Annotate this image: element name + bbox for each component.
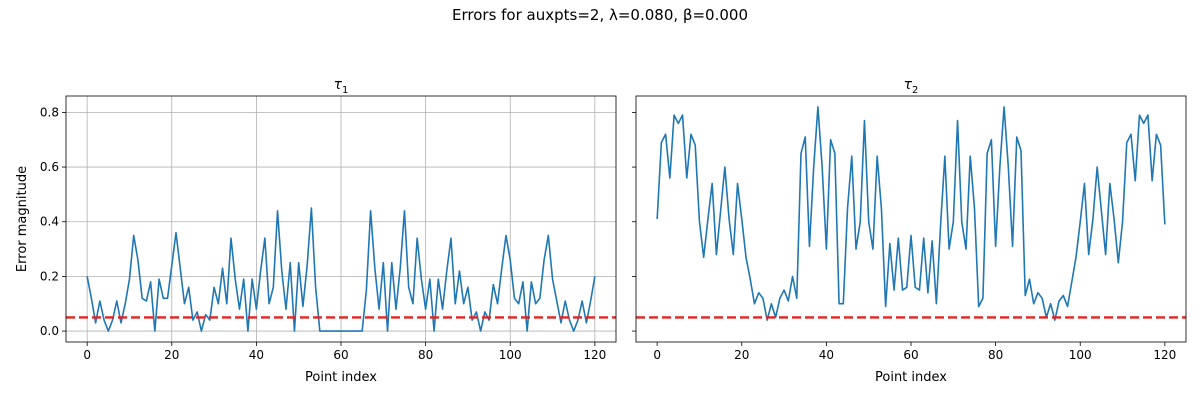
x-tick-label: 100 xyxy=(1069,348,1092,362)
panel-title-subscript: 1 xyxy=(342,85,348,96)
x-tick-label: 20 xyxy=(164,348,179,362)
panel-title-symbol: τ xyxy=(904,77,913,93)
axes-frame xyxy=(635,95,1187,343)
figure-suptitle: Errors for auxpts=2, λ=0.080, β=0.000 xyxy=(452,6,748,24)
y-tick-label: 0.8 xyxy=(40,105,59,119)
panel-tau1: 0 20 40 60 80 100 120 0.0 0.2 0.4 0.6 0.8 τ1 Point in… xyxy=(15,77,617,385)
panel-tau2: 0 20 40 60 80 100 120 τ2 Point index xyxy=(632,77,1187,385)
x-tick-label: 100 xyxy=(499,348,522,362)
panel-title-subscript: 2 xyxy=(912,85,918,96)
x-axis-label: Point index xyxy=(875,370,947,385)
x-tick-label: 60 xyxy=(903,348,918,362)
y-axis-label: Error magnitude xyxy=(15,166,30,272)
y-tick-label: 0.2 xyxy=(40,269,59,283)
y-tick-label: 0.6 xyxy=(40,160,59,174)
x-tick-label: 40 xyxy=(249,348,264,362)
x-tick-label: 120 xyxy=(583,348,606,362)
error-series-line xyxy=(656,106,1166,321)
x-tick-label: 80 xyxy=(418,348,433,362)
x-tick-label: 80 xyxy=(988,348,1003,362)
error-series-line xyxy=(86,207,596,332)
y-tick-label: 0.0 xyxy=(40,324,59,338)
panel-title: τ1 xyxy=(334,77,349,96)
panel-title-symbol: τ xyxy=(334,77,343,93)
x-tick-label: 20 xyxy=(734,348,749,362)
x-tick-label: 40 xyxy=(819,348,834,362)
x-tick-label: 0 xyxy=(653,348,661,362)
x-tick-label: 0 xyxy=(83,348,91,362)
x-tick-label: 60 xyxy=(333,348,348,362)
x-axis-label: Point index xyxy=(305,370,377,385)
x-tick-label: 120 xyxy=(1153,348,1176,362)
panel-title: τ2 xyxy=(904,77,919,96)
y-tick-label: 0.4 xyxy=(40,215,59,229)
